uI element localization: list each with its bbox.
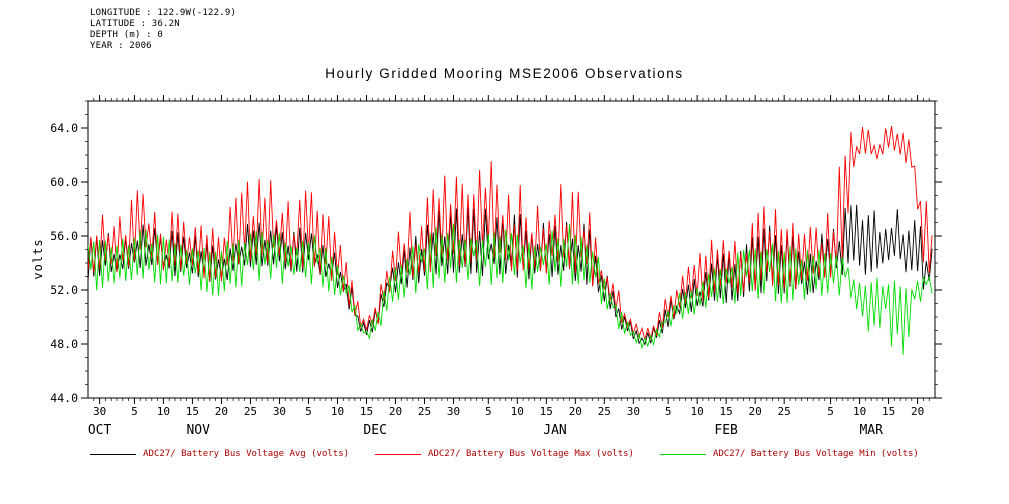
month-label: DEC — [363, 423, 386, 438]
metadata-block: LONGITUDE : 122.9W(-122.9) LATITUDE : 36… — [90, 8, 236, 52]
data-series — [88, 126, 933, 355]
x-tick-label: 25 — [244, 405, 257, 418]
x-tick-label: 25 — [418, 405, 431, 418]
y-tick-label: 48.0 — [50, 337, 78, 351]
legend-label-max: ADC27/ Battery Bus Voltage Max (volts) — [428, 449, 634, 459]
month-label: FEB — [714, 423, 738, 438]
x-tick-label: 30 — [627, 405, 640, 418]
page-title: Hourly Gridded Mooring MSE2006 Observati… — [325, 66, 684, 81]
month-label: MAR — [859, 423, 883, 438]
meta-depth: DEPTH (m) : 0 — [90, 30, 164, 40]
x-tick-label: 15 — [882, 405, 895, 418]
legend-item-max: ADC27/ Battery Bus Voltage Max (volts) — [375, 449, 634, 459]
x-tick-label: 15 — [720, 405, 733, 418]
x-tick-label: 30 — [447, 405, 460, 418]
x-tick-label: 15 — [186, 405, 199, 418]
x-tick-label: 10 — [157, 405, 170, 418]
series-max-line — [88, 126, 933, 340]
y-tick-label: 52.0 — [50, 283, 78, 297]
meta-latitude: LATITUDE : 36.2N — [90, 19, 180, 29]
plot-frame — [87, 100, 936, 399]
legend-item-avg: ADC27/ Battery Bus Voltage Avg (volts) — [90, 449, 349, 459]
x-tick-label: 5 — [827, 405, 834, 418]
month-label: NOV — [186, 423, 210, 438]
legend-label-avg: ADC27/ Battery Bus Voltage Avg (volts) — [143, 449, 350, 459]
x-tick-label: 20 — [389, 405, 402, 418]
x-tick-label: 10 — [853, 405, 866, 418]
y-axis-ticks: 44.0 48.0 52.0 56.0 60.0 64.0 — [50, 100, 942, 405]
x-axis-ticks: 30 5 10 15 20 25 30 5 10 15 20 25 30 5 10 15 20 25 30 5 10 15… — [93, 95, 930, 418]
y-tick-label: 60.0 — [50, 175, 78, 189]
month-label: JAN — [543, 423, 566, 438]
x-tick-label: 30 — [273, 405, 286, 418]
series-min-line — [88, 223, 933, 355]
meta-longitude: LONGITUDE : 122.9W(-122.9) — [90, 8, 237, 18]
legend-line-avg-sample — [90, 453, 137, 455]
x-tick-label: 20 — [911, 405, 924, 418]
legend-label-min: ADC27/ Battery Bus Voltage Min (volts) — [712, 449, 919, 459]
y-tick-label: 64.0 — [50, 121, 78, 135]
x-tick-label: 25 — [598, 405, 611, 418]
x-tick-label: 15 — [540, 405, 553, 418]
x-tick-label: 10 — [691, 405, 704, 418]
x-tick-label: 10 — [511, 405, 524, 418]
x-tick-label: 15 — [360, 405, 373, 418]
legend: ADC27/ Battery Bus Voltage Avg (volts) A… — [0, 449, 1009, 459]
x-tick-label: 30 — [93, 405, 106, 418]
x-tick-label: 5 — [305, 405, 312, 418]
x-tick-label: 5 — [665, 405, 672, 418]
x-tick-label: 20 — [749, 405, 762, 418]
legend-item-min: ADC27/ Battery Bus Voltage Min (volts) — [659, 449, 919, 459]
legend-line-max-sample — [375, 453, 422, 455]
month-labels: OCT NOV DEC JAN FEB MAR — [88, 423, 883, 438]
y-tick-label: 56.0 — [50, 229, 78, 243]
meta-year: YEAR : 2006 — [90, 41, 152, 51]
x-tick-label: 10 — [331, 405, 344, 418]
legend-line-min-sample — [659, 453, 706, 455]
x-tick-label: 5 — [485, 405, 492, 418]
x-tick-label: 25 — [778, 405, 791, 418]
x-tick-label: 20 — [215, 405, 228, 418]
x-tick-label: 5 — [131, 405, 138, 418]
y-tick-label: 44.0 — [50, 391, 78, 405]
x-tick-label: 20 — [569, 405, 582, 418]
month-label: OCT — [88, 423, 112, 438]
